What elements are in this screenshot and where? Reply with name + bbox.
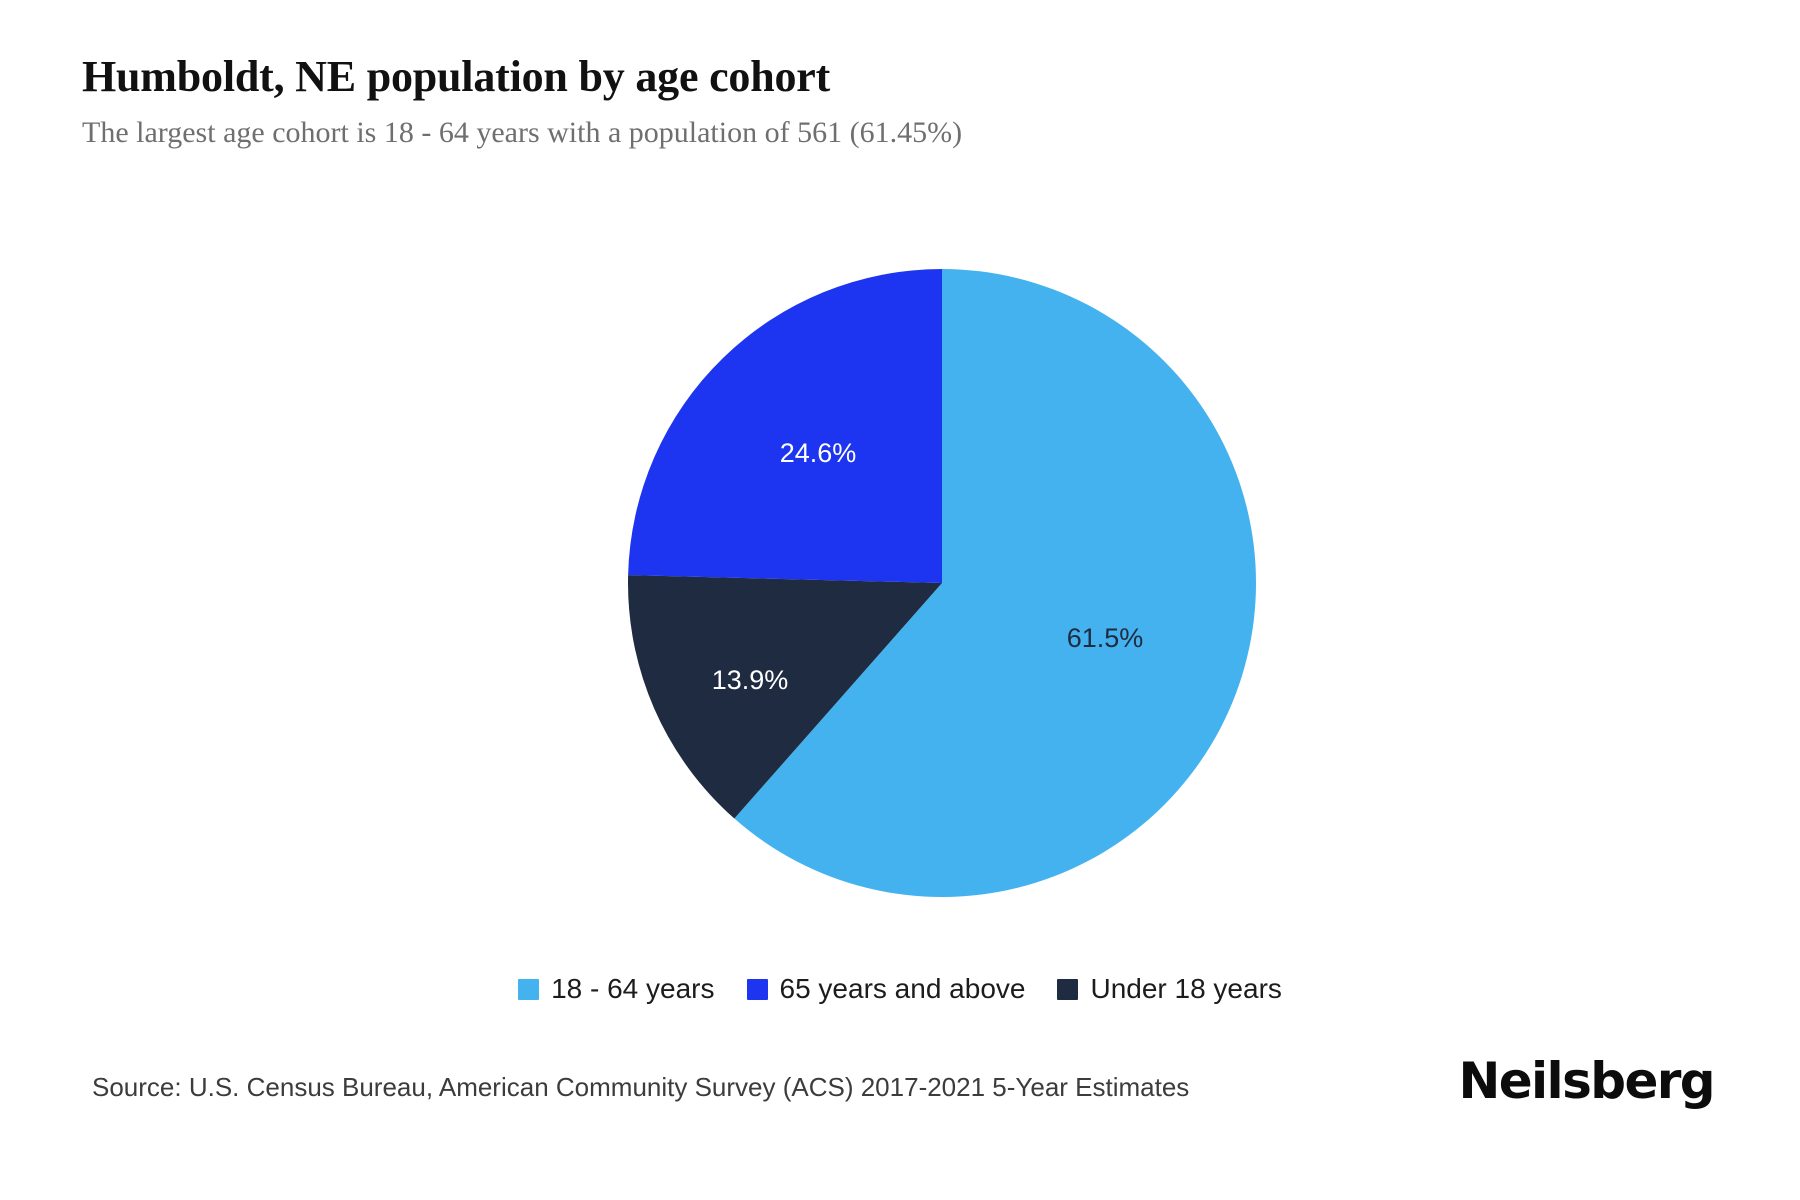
legend-item-label: 18 - 64 years bbox=[551, 973, 715, 1004]
chart-header: Humboldt, NE population by age cohort Th… bbox=[82, 52, 1702, 151]
legend-item[interactable]: 18 - 64 years bbox=[518, 973, 715, 1004]
pie-slice-value-label: 61.5% bbox=[1067, 623, 1144, 653]
pie-slice-group bbox=[628, 269, 1257, 897]
pie-chart[interactable]: 61.5% 24.6% 13.9% bbox=[0, 0, 1800, 1000]
pie-slice-value-label: 13.9% bbox=[712, 665, 789, 695]
chart-plot-area: 61.5% 24.6% 13.9% bbox=[0, 0, 1800, 1000]
legend-color-swatch bbox=[518, 978, 540, 1000]
pie-label-group: 61.5% 24.6% 13.9% bbox=[712, 438, 1144, 695]
legend-item-label: 65 years and above bbox=[779, 973, 1026, 1004]
chart-subtitle: The largest age cohort is 18 - 64 years … bbox=[82, 116, 963, 150]
legend-item-label: Under 18 years bbox=[1090, 973, 1282, 1004]
source-attribution: Source: U.S. Census Bureau, American Com… bbox=[92, 1072, 1190, 1102]
legend-item[interactable]: 65 years and above bbox=[746, 973, 1026, 1004]
legend-color-swatch bbox=[746, 978, 768, 1000]
pie-slice[interactable] bbox=[628, 575, 942, 819]
legend-item[interactable]: Under 18 years bbox=[1057, 973, 1282, 1004]
pie-slice-value-label: 24.6% bbox=[780, 438, 857, 468]
pie-slice[interactable] bbox=[628, 269, 942, 583]
page-title: Humboldt, NE population by age cohort bbox=[82, 52, 831, 101]
neilsberg-logo: Neilsberg bbox=[1458, 1052, 1715, 1110]
pie-slice[interactable] bbox=[734, 269, 1257, 897]
chart-legend: 18 - 64 years 65 years and above Under 18 … bbox=[0, 975, 1800, 1003]
chart-footer: Source: U.S. Census Bureau, American Com… bbox=[0, 1052, 1800, 1150]
legend-color-swatch bbox=[1057, 978, 1079, 1000]
